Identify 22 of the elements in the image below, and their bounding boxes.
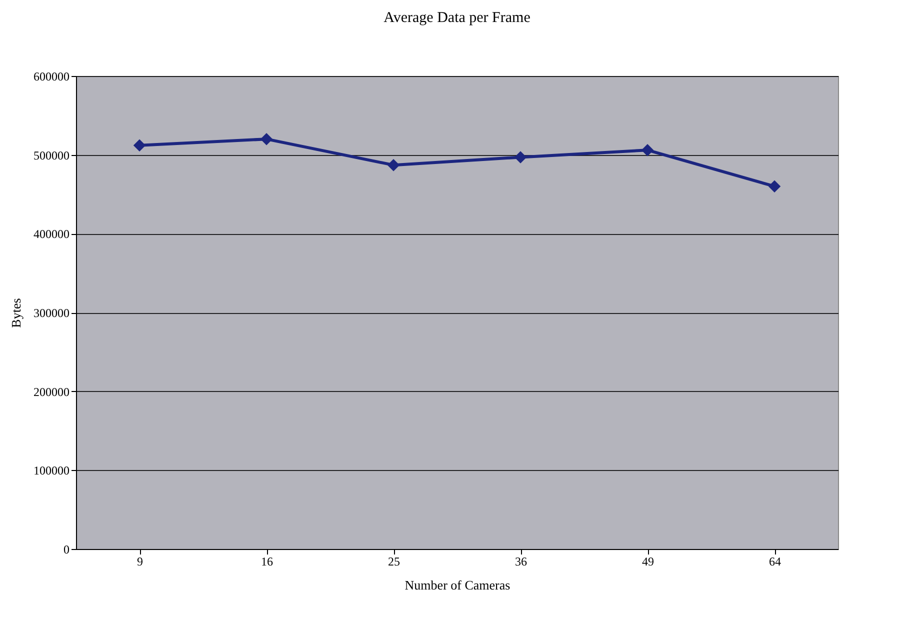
x-axis-title: Number of Cameras: [404, 578, 510, 592]
x-tick-label: 25: [388, 554, 400, 568]
point: [768, 180, 781, 192]
point: [260, 132, 273, 146]
x-tick-label: 64: [769, 554, 781, 568]
y-axis-title: Bytes: [8, 298, 24, 328]
y-tick-label: 200000: [34, 384, 70, 399]
y-tick-label: 100000: [34, 464, 70, 478]
x-tick-label: 36: [515, 554, 527, 568]
x-tick-label: 49: [642, 554, 654, 568]
point: [514, 151, 527, 164]
x-tick-label: 9: [137, 554, 143, 568]
point: [641, 144, 654, 156]
point: [387, 158, 400, 172]
x-tick-label: 16: [261, 554, 273, 568]
chart-title: Average Data per Frame: [384, 10, 531, 26]
y-tick-label: 300000: [34, 306, 70, 320]
y-tick-label: 0: [64, 542, 70, 556]
y-tick-label: 500000: [34, 148, 70, 162]
point: [133, 139, 146, 152]
y-tick-label: 600000: [34, 70, 70, 84]
y-tick-label: 400000: [34, 227, 70, 242]
